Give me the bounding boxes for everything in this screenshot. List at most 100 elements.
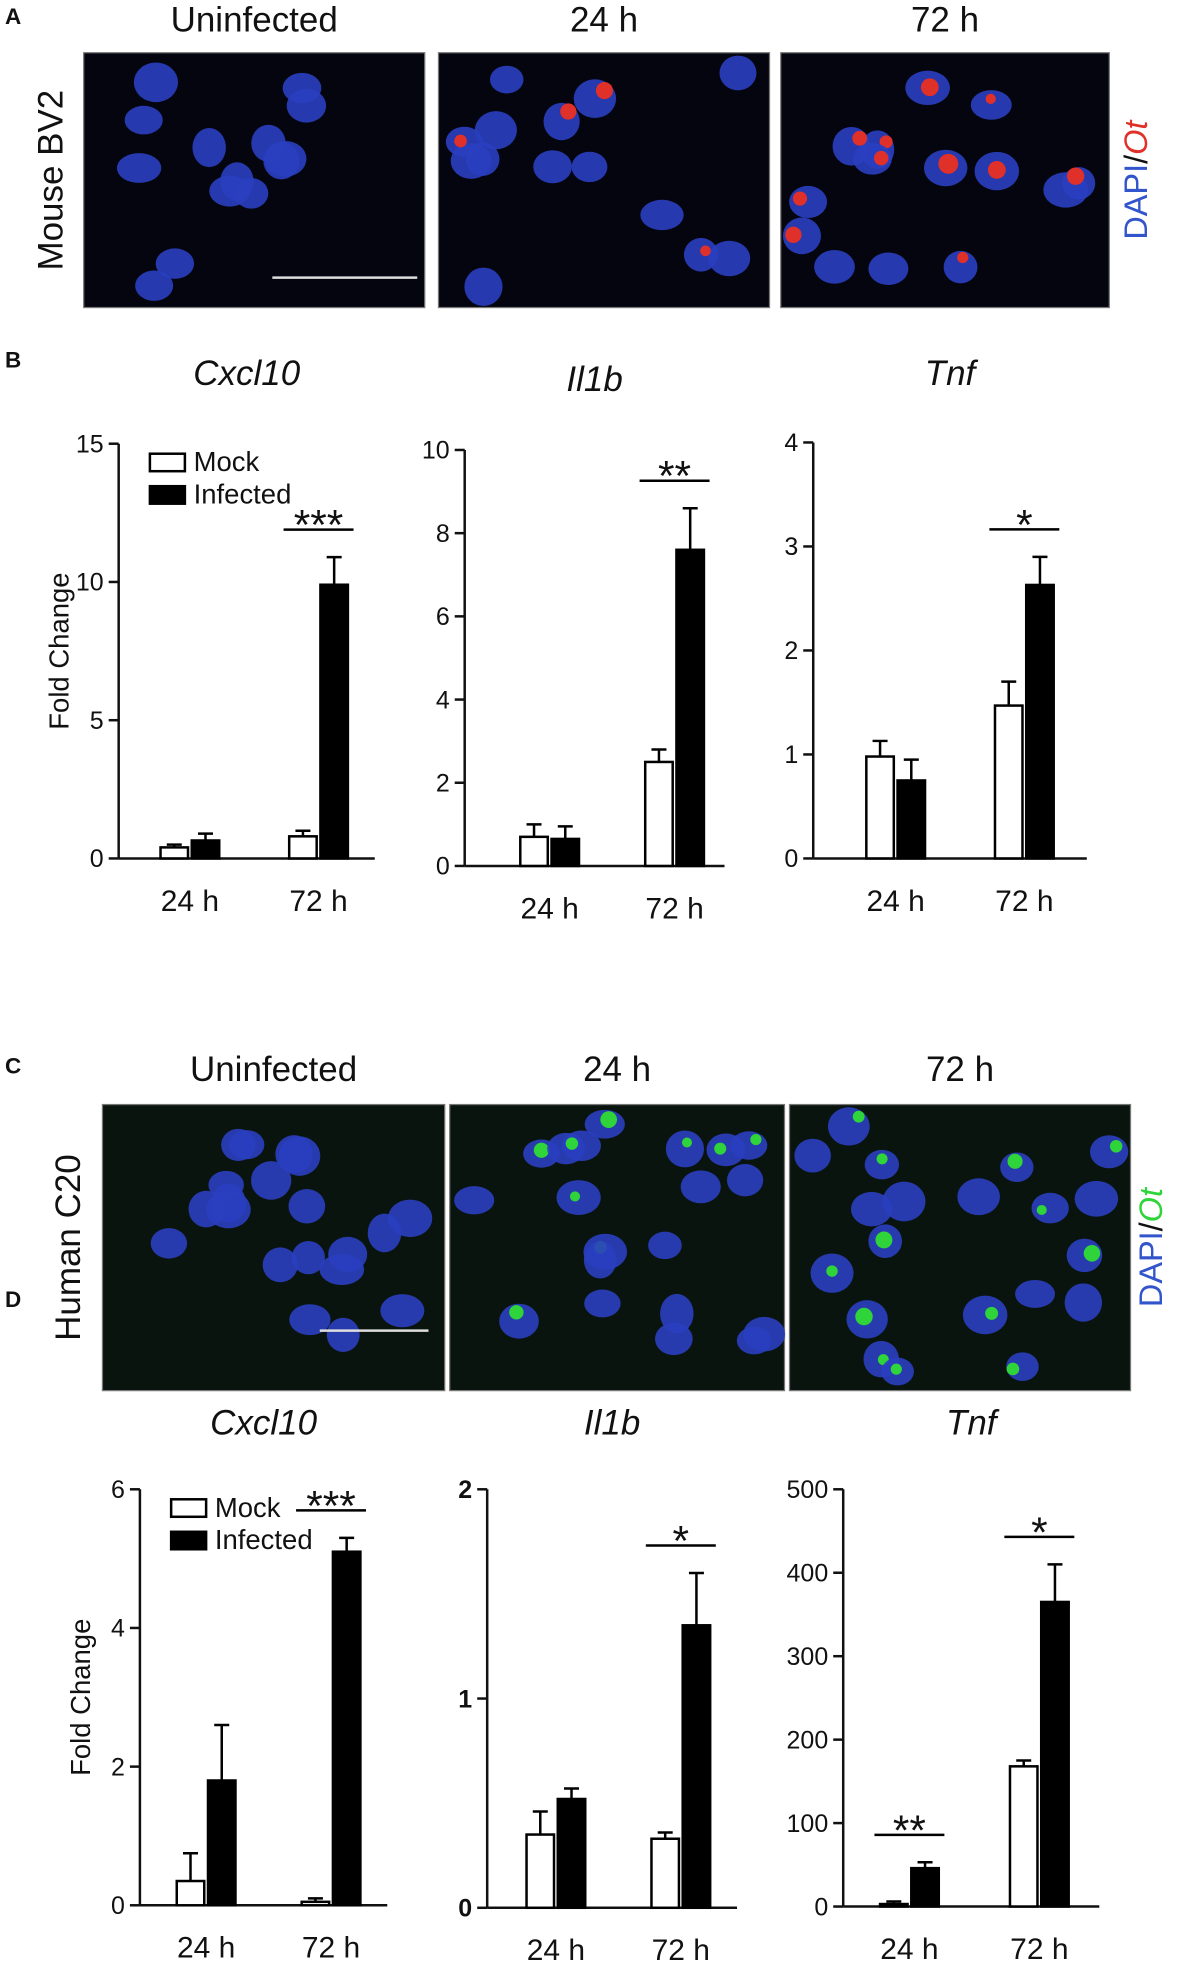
bar	[681, 1624, 712, 1910]
nucleus	[155, 248, 195, 279]
nucleus	[326, 1317, 360, 1352]
nucleus	[680, 1170, 721, 1204]
nucleus	[648, 1231, 682, 1260]
bacteria-spot	[792, 191, 808, 206]
y-tick-label: 0	[90, 845, 104, 873]
row-label: Human C20	[49, 1154, 88, 1341]
nucleus	[150, 1228, 188, 1259]
nucleus	[499, 1303, 539, 1339]
column-header: 72 h	[926, 1050, 994, 1089]
bacteria-spot	[509, 1305, 524, 1320]
nucleus	[814, 250, 855, 284]
nucleus	[262, 1247, 298, 1283]
column-header: Uninfected	[171, 0, 338, 39]
nucleus	[251, 1161, 292, 1200]
bacteria-spot	[876, 1153, 888, 1165]
bar	[519, 835, 550, 868]
x-tick-label: 24 h	[880, 1933, 938, 1963]
bacteria-spot	[855, 1307, 873, 1326]
x-tick-label: 72 h	[645, 892, 703, 925]
error-bar	[872, 739, 888, 757]
error-bar	[886, 1900, 902, 1905]
nucleus	[464, 267, 503, 306]
nucleus	[583, 1241, 617, 1279]
stain-label: DAPI/Ot	[1133, 1186, 1169, 1307]
significance-label: **	[893, 1807, 926, 1854]
bacteria-spot	[1036, 1204, 1047, 1215]
nucleus	[571, 151, 608, 183]
bar	[910, 1866, 941, 1908]
stain-slash: /	[1118, 154, 1154, 164]
bacteria-spot	[852, 1110, 865, 1123]
y-tick-label: 4	[784, 429, 798, 457]
bacteria-spot	[569, 1191, 581, 1202]
bacteria-spot	[700, 245, 711, 257]
bar	[643, 760, 674, 868]
y-tick-label: 500	[787, 1476, 829, 1504]
bacteria-spot	[1066, 167, 1085, 185]
y-tick-label: 10	[76, 569, 104, 597]
significance-label: *	[1016, 501, 1033, 548]
panel-letter: A	[5, 4, 21, 29]
stain-ot: Ot	[1118, 119, 1154, 155]
bar	[525, 1833, 556, 1910]
bacteria-spot	[890, 1363, 902, 1375]
y-tick-label: 2	[784, 637, 798, 665]
bacteria-spot	[533, 1142, 550, 1158]
nucleus	[683, 237, 719, 272]
nucleus	[719, 55, 757, 91]
bacteria-spot	[750, 1134, 762, 1146]
x-tick-label: 72 h	[1010, 1933, 1068, 1963]
nucleus	[264, 140, 307, 177]
y-tick-label: 300	[787, 1643, 829, 1671]
bacteria-spot	[600, 1111, 618, 1128]
nucleus	[726, 1164, 764, 1197]
error-bar	[557, 825, 573, 839]
nucleus	[868, 252, 909, 285]
error-bar	[682, 506, 698, 550]
nucleus	[1015, 1279, 1056, 1308]
nucleus	[291, 1240, 325, 1275]
bacteria-spot	[595, 82, 613, 100]
legend-label: Mock	[194, 446, 260, 477]
y-axis-label: Fold Change	[44, 572, 75, 729]
nucleus	[367, 1213, 402, 1253]
nucleus	[209, 175, 251, 207]
stain-dapi: DAPI	[1133, 1231, 1169, 1307]
significance-label: *	[1031, 1509, 1048, 1556]
error-bar	[532, 1810, 548, 1835]
bar	[1039, 1600, 1070, 1908]
bar	[1024, 583, 1055, 860]
nucleus	[665, 1130, 704, 1168]
legend-swatch	[148, 452, 187, 473]
significance-label: ***	[294, 502, 344, 549]
nucleus	[206, 1190, 251, 1229]
chart-title: Tnf	[946, 1403, 1000, 1442]
nucleus	[489, 65, 524, 94]
x-tick-label: 72 h	[995, 885, 1053, 918]
nucleus	[124, 105, 163, 135]
bacteria-spot	[873, 150, 889, 166]
bacteria-spot	[920, 78, 939, 97]
column-header: 72 h	[911, 0, 979, 39]
bar	[1008, 1765, 1039, 1908]
x-tick-label: 72 h	[302, 1932, 360, 1963]
significance-label: ***	[306, 1482, 356, 1529]
y-tick-label: 10	[422, 437, 450, 465]
error-bar	[564, 1787, 580, 1799]
y-tick-label: 200	[787, 1726, 829, 1754]
nucleus	[1064, 1283, 1103, 1322]
chart-title: Il1b	[566, 360, 622, 399]
x-tick-label: 24 h	[161, 885, 219, 918]
bacteria-spot	[852, 130, 868, 146]
y-tick-label: 4	[111, 1615, 125, 1643]
nucleus	[584, 1289, 621, 1318]
nucleus	[474, 111, 517, 150]
column-header: 24 h	[583, 1050, 651, 1089]
bacteria-spot	[785, 226, 802, 243]
stain-dapi: DAPI	[1118, 164, 1154, 240]
chart-title: Il1b	[584, 1403, 640, 1442]
y-tick-label: 8	[436, 520, 450, 548]
x-tick-label: 72 h	[289, 885, 347, 918]
nucleus	[970, 90, 1012, 120]
